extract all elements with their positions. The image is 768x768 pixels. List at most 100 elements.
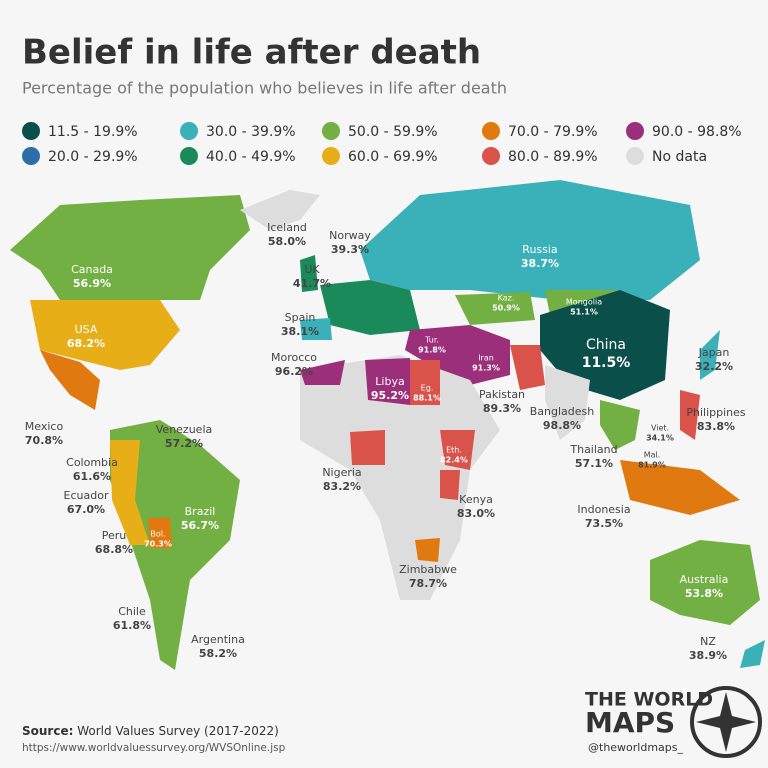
usa-shape (30, 300, 180, 370)
country-value: 41.7% (293, 277, 331, 290)
australia-shape (650, 540, 760, 625)
country-value: 88.1% (413, 394, 441, 403)
country-name: Philippines (686, 406, 746, 419)
country-value: 57.2% (165, 437, 203, 450)
country-name: Brazil (185, 505, 216, 518)
country-name: Mexico (25, 420, 64, 433)
libya-shape (365, 358, 410, 405)
country-value: 91.3% (472, 364, 500, 373)
legend-swatch (626, 147, 644, 165)
japan-shape (700, 330, 720, 380)
indonesia-shape (620, 460, 740, 515)
country-value: 57.1% (575, 457, 613, 470)
logo-handle: @theworldmaps_ (588, 741, 684, 754)
country-value: 34.1% (646, 434, 674, 443)
country-name: Kenya (459, 493, 493, 506)
country-value: 38.1% (281, 325, 319, 338)
legend-swatch (22, 122, 40, 140)
title: Belief in life after death (22, 33, 481, 73)
legend-swatch (180, 122, 198, 140)
legend-swatch (482, 147, 500, 165)
country-name: Viet. (651, 424, 669, 433)
country-name: Norway (329, 229, 371, 242)
country-value: 61.6% (73, 470, 111, 483)
map (10, 180, 765, 670)
country-name: Argentina (191, 633, 245, 646)
kazakhstan-shape (455, 292, 535, 325)
country-name: Mongolia (566, 298, 602, 307)
country-name: Peru (102, 529, 127, 542)
africa-shape (300, 355, 500, 600)
legend-label: No data (652, 149, 707, 165)
country-name: Bol. (150, 530, 165, 539)
nz-shape (740, 640, 765, 668)
country-value: 68.2% (67, 337, 105, 350)
country-name: NZ (700, 635, 716, 648)
legend-swatch (322, 122, 340, 140)
legend-label: 90.0 - 98.8% (652, 124, 742, 140)
country-value: 39.3% (331, 243, 369, 256)
country-value: 68.8% (95, 543, 133, 556)
country-value: 58.2% (199, 647, 237, 660)
andes-shape (110, 440, 150, 545)
country-value: 38.7% (521, 257, 559, 270)
legend-swatch (482, 122, 500, 140)
country-value: 51.1% (570, 308, 598, 317)
country-name: Thailand (569, 443, 617, 456)
nigeria-shape (350, 430, 385, 465)
country-value: 83.2% (323, 480, 361, 493)
legend-label: 40.0 - 49.9% (206, 149, 296, 165)
russia-shape (360, 180, 700, 300)
country-name: Eth. (446, 446, 462, 455)
middle-east-shape (405, 325, 510, 385)
country-value: 58.0% (268, 235, 306, 248)
india-shape (545, 365, 590, 440)
country-name: Libya (375, 375, 404, 388)
legend-swatch (180, 147, 198, 165)
country-value: 32.2% (695, 360, 733, 373)
country-value: 96.2% (275, 365, 313, 378)
country-value: 50.9% (492, 304, 520, 313)
source: Source: World Values Survey (2017-2022) (22, 724, 279, 738)
morocco-shape (300, 360, 345, 385)
country-name: Pakistan (479, 388, 525, 401)
country-name: Tur. (424, 336, 439, 345)
philippines-shape (680, 390, 700, 440)
legend-swatch (626, 122, 644, 140)
country-value: 38.9% (689, 649, 727, 662)
country-name: Morocco (271, 351, 317, 364)
country-value: 56.7% (181, 519, 219, 532)
country-value: 70.8% (25, 434, 63, 447)
country-name: Bangladesh (530, 405, 595, 418)
country-name: Colombia (66, 456, 118, 469)
country-value: 67.0% (67, 503, 105, 516)
logo-compass (690, 686, 762, 758)
country-value: 81.9% (638, 461, 666, 470)
country-value: 11.5% (582, 355, 631, 371)
subtitle: Percentage of the population who believe… (22, 79, 507, 98)
uk-shape (300, 255, 318, 292)
country-value: 61.8% (113, 619, 151, 632)
country-value: 98.8% (543, 419, 581, 432)
country-name: Eg. (421, 384, 434, 393)
legend-label: 30.0 - 39.9% (206, 124, 296, 140)
legend-label: 80.0 - 89.9% (508, 149, 598, 165)
country-value: 83.0% (457, 507, 495, 520)
legend-swatch (22, 147, 40, 165)
greenland-shape (240, 190, 320, 230)
zimbabwe-shape (415, 538, 440, 562)
legend-swatch (322, 147, 340, 165)
country-name: Nigeria (322, 466, 361, 479)
country-name: China (586, 337, 626, 353)
kenya-shape (440, 470, 460, 500)
country-value: 91.8% (418, 346, 446, 355)
country-name: Kaz. (498, 294, 515, 303)
thailand-shape (600, 400, 640, 450)
country-name: Spain (285, 311, 316, 324)
source-label: Source: (22, 724, 73, 738)
country-value: 73.5% (585, 517, 623, 530)
country-name: Iceland (267, 221, 307, 234)
country-value: 95.2% (371, 389, 409, 402)
logo-line2: MAPS (585, 706, 675, 739)
